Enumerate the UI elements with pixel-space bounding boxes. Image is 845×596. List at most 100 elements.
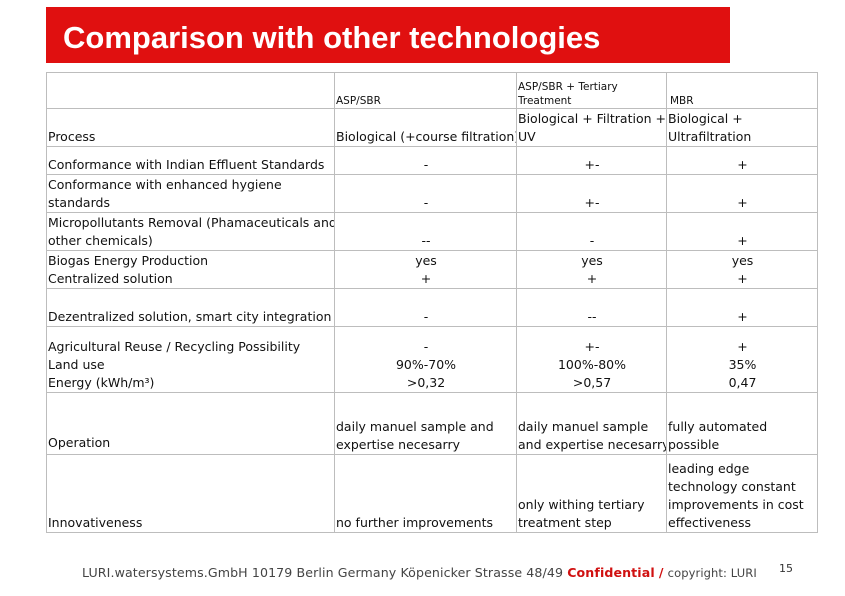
slide-title: Comparison with other technologies xyxy=(46,7,730,63)
row-label-line: Centralized solution xyxy=(48,271,173,286)
row-label-line: Biogas Energy Production xyxy=(48,253,209,268)
asp-sbr-value: - 90%-70% >0,32 xyxy=(334,326,517,393)
table-row: Conformance with enhanced hygiene standar… xyxy=(46,174,818,213)
footer-copyright: copyright: LURI xyxy=(667,566,757,580)
innovativeness-tertiary: only withing tertiary treatment step xyxy=(516,454,667,533)
operation-label: Operation xyxy=(46,392,335,455)
operation-tertiary-line: daily manuel sample xyxy=(518,419,649,434)
operation-asp-sbr-line: expertise necesarry xyxy=(336,437,460,452)
row-label: Dezentralized solution, smart city integ… xyxy=(46,288,335,327)
mbr-value-line: + xyxy=(737,309,748,324)
asp-sbr-value-line: yes xyxy=(415,253,437,268)
operation-asp-sbr-line: daily manuel sample and xyxy=(336,419,494,434)
row-label-line: Energy (kWh/m³) xyxy=(48,375,155,390)
tertiary-value-line: + xyxy=(586,271,598,286)
tertiary-value: -- xyxy=(516,288,667,327)
page-number: 15 xyxy=(779,562,793,575)
mbr-value-line: + xyxy=(737,339,748,354)
tertiary-value-line: >0,57 xyxy=(572,375,612,390)
row-label-line: Conformance with Indian Effluent Standar… xyxy=(48,157,325,172)
row-label-line: standards xyxy=(48,195,110,210)
row-label: Agricultural Reuse / Recycling Possibili… xyxy=(46,326,335,393)
mbr-value-line: + xyxy=(737,233,748,248)
table-row: Biogas Energy Production Centralized solu… xyxy=(46,250,818,289)
row-label-line: other chemicals) xyxy=(48,233,153,248)
operation-tertiary: daily manuel sample and expertise necesar… xyxy=(516,392,667,455)
tertiary-value: - xyxy=(516,212,667,251)
footer-company: LURI.watersystems.GmbH 10179 Berlin Germ… xyxy=(82,565,564,580)
asp-sbr-value-line: + xyxy=(420,271,432,286)
operation-mbr: fully automated possible xyxy=(666,392,818,455)
asp-sbr-value-line: - xyxy=(423,195,429,210)
operation-asp-sbr: daily manuel sample and expertise necesar… xyxy=(334,392,517,455)
innovativeness-mbr: leading edge technology constant improveme… xyxy=(666,454,818,533)
mbr-value: + xyxy=(666,212,818,251)
mbr-value-line: yes xyxy=(731,253,754,268)
header-tertiary: ASP/SBR + Tertiary Treatment xyxy=(516,72,667,109)
innovativeness-asp-sbr: no further improvements xyxy=(334,454,517,533)
header-empty-cell xyxy=(46,72,335,109)
operation-row: Operation daily manuel sample and expertis… xyxy=(46,392,818,455)
row-label-line: Land use xyxy=(48,357,105,372)
mbr-value: + xyxy=(666,146,818,175)
operation-mbr-line: fully automated xyxy=(668,419,768,434)
tertiary-value: +- xyxy=(516,174,667,213)
row-label-line: Conformance with enhanced hygiene xyxy=(48,177,282,192)
process-tertiary: Biological + Filtration + UV xyxy=(516,108,667,147)
asp-sbr-value-line: -- xyxy=(421,233,431,248)
process-asp-sbr: Biological (+course filtration) xyxy=(334,108,517,147)
table-row: Agricultural Reuse / Recycling Possibili… xyxy=(46,326,818,393)
innovativeness-mbr-line: improvements in cost xyxy=(668,497,804,512)
innovativeness-mbr-line: leading edge xyxy=(668,461,750,476)
tertiary-value-line: +- xyxy=(584,339,600,354)
process-mbr: Biological + Ultrafiltration xyxy=(666,108,818,147)
asp-sbr-value-line: >0,32 xyxy=(406,375,446,390)
tertiary-value-line: - xyxy=(589,233,595,248)
header-asp-sbr: ASP/SBR xyxy=(334,72,517,109)
row-label-line: Micropollutants Removal (Phamaceuticals … xyxy=(48,215,335,230)
asp-sbr-value: - xyxy=(334,146,517,175)
asp-sbr-value: -- xyxy=(334,212,517,251)
innovativeness-row: Innovativeness no further improvements onl… xyxy=(46,454,818,533)
row-label-line: Agricultural Reuse / Recycling Possibili… xyxy=(48,339,301,354)
row-label: Conformance with enhanced hygiene standar… xyxy=(46,174,335,213)
mbr-value: + xyxy=(666,288,818,327)
mbr-value-line: 0,47 xyxy=(728,375,757,390)
tertiary-value: yes + xyxy=(516,250,667,289)
row-label: Biogas Energy Production Centralized solu… xyxy=(46,250,335,289)
header-row: ASP/SBR ASP/SBR + Tertiary Treatment MBR xyxy=(46,72,818,109)
asp-sbr-value: - xyxy=(334,288,517,327)
tertiary-value-line: +- xyxy=(584,195,600,210)
innovativeness-mbr-line: technology constant xyxy=(668,479,796,494)
row-label: Micropollutants Removal (Phamaceuticals … xyxy=(46,212,335,251)
table-row: Dezentralized solution, smart city integ… xyxy=(46,288,818,327)
tertiary-value-line: 100%-80% xyxy=(557,357,627,372)
mbr-value: + xyxy=(666,174,818,213)
header-mbr: MBR xyxy=(666,72,818,109)
innovativeness-tertiary-line: only withing tertiary xyxy=(518,497,645,512)
mbr-value: +35% 0,47 xyxy=(666,326,818,393)
asp-sbr-value-line: - xyxy=(423,339,429,354)
comparison-table: ASP/SBR ASP/SBR + Tertiary Treatment MBR… xyxy=(46,72,818,533)
operation-tertiary-line: and expertise necesarry xyxy=(518,437,667,452)
mbr-value-line: + xyxy=(737,271,748,286)
mbr-value-line: + xyxy=(737,195,748,210)
operation-mbr-line: possible xyxy=(668,437,720,452)
tertiary-value: +- xyxy=(516,146,667,175)
mbr-value-line: + xyxy=(737,157,748,172)
asp-sbr-value-line: - xyxy=(423,309,429,324)
process-label: Process xyxy=(46,108,335,147)
innovativeness-mbr-line: effectiveness xyxy=(668,515,751,530)
table-row: Conformance with Indian Effluent Standar… xyxy=(46,146,818,175)
innovativeness-asp-sbr-line: no further improvements xyxy=(336,515,494,530)
asp-sbr-value-line: - xyxy=(423,157,429,172)
innovativeness-tertiary-line: treatment step xyxy=(518,515,612,530)
innovativeness-label: Innovativeness xyxy=(46,454,335,533)
mbr-value-line: 35% xyxy=(728,357,757,372)
footer: LURI.watersystems.GmbH 10179 Berlin Germ… xyxy=(82,565,757,580)
asp-sbr-value: - xyxy=(334,174,517,213)
table-row: Micropollutants Removal (Phamaceuticals … xyxy=(46,212,818,251)
process-row: Process Biological (+course filtration) … xyxy=(46,108,818,147)
mbr-value: yes + xyxy=(666,250,818,289)
tertiary-value-line: -- xyxy=(587,309,597,324)
